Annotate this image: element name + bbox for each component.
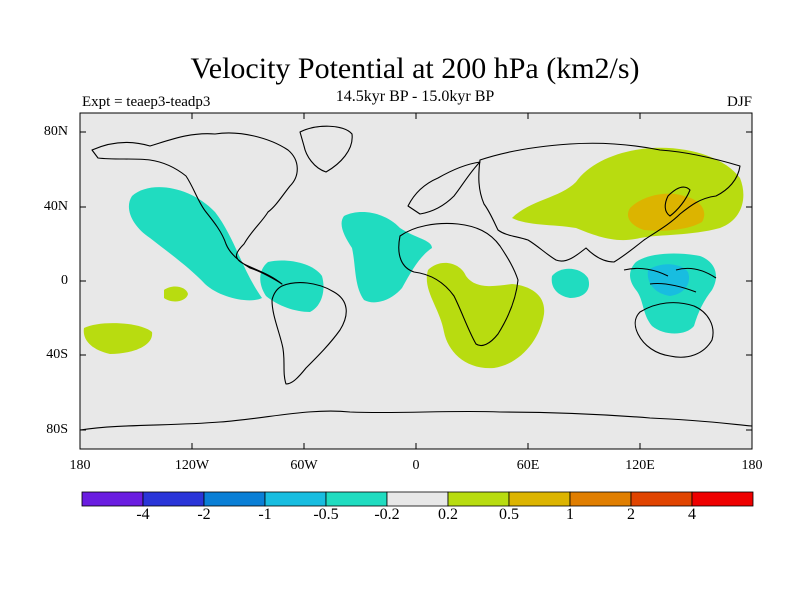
contour-negative-ne-pacific [128, 187, 262, 301]
contour-negative-east-pacific [260, 260, 324, 312]
lat-label-40n: 40N [43, 199, 68, 214]
lon-label-60e: 60E [516, 458, 540, 473]
lon-label-120e: 120E [625, 458, 655, 473]
coast-africa [398, 222, 519, 347]
colorbar-swatch [386, 491, 449, 507]
lon-label-180e: 180 [741, 458, 763, 473]
colorbar-swatch [203, 491, 266, 507]
colorbar-swatch [691, 491, 754, 507]
contour-negative-atlantic [341, 212, 432, 303]
colorbar-label: 0.5 [499, 506, 519, 523]
season-label: DJF [726, 94, 752, 110]
colorbar-label: -0.2 [374, 506, 400, 523]
colorbar-label: -2 [197, 506, 211, 523]
lon-label-180w: 180 [69, 458, 91, 473]
lat-label-80n: 80N [43, 124, 68, 139]
lat-label-80s: 80S [46, 422, 68, 437]
contour-positive-south-pacific [83, 323, 153, 354]
map-subtitle: 14.5kyr BP - 15.0kyr BP [335, 88, 495, 105]
colorbar [81, 491, 754, 507]
coastlines [79, 125, 753, 431]
coast-south-america [271, 282, 347, 385]
lat-label-40s: 40S [46, 347, 68, 362]
lon-label-0: 0 [412, 458, 420, 473]
lon-label-60w: 60W [290, 458, 318, 473]
coast-japan [664, 186, 691, 217]
coast-antarctica [79, 410, 753, 431]
colorbar-swatch [508, 491, 571, 507]
experiment-label: Expt = teaep3-teadp3 [82, 94, 211, 110]
colorbar-swatch [325, 491, 388, 507]
contour-negative-indian-ocean [551, 268, 590, 298]
contour-negative-small [164, 286, 188, 302]
colorbar-label: 1 [566, 506, 574, 523]
colorbar-swatch [264, 491, 327, 507]
colorbar-label: 0.2 [438, 506, 458, 523]
colorbar-swatch [630, 491, 693, 507]
frame-ticks [80, 113, 752, 449]
coast-north-america [91, 132, 298, 285]
coast-asia [478, 142, 741, 263]
colorbar-swatch [447, 491, 510, 507]
lat-label-0: 0 [61, 273, 68, 288]
colorbar-swatch [569, 491, 632, 507]
colorbar-swatch [142, 491, 205, 507]
lon-label-120w: 120W [174, 458, 210, 473]
colorbar-label: -4 [136, 506, 150, 523]
coast-maritime [623, 267, 717, 293]
map-title: Velocity Potential at 200 hPa (km2/s) [190, 52, 640, 85]
colorbar-label: -1 [258, 506, 272, 523]
contour-positive-africa [426, 262, 545, 369]
colorbar-swatch [81, 491, 144, 507]
coast-australia [634, 302, 714, 358]
coast-greenland [299, 125, 353, 173]
colorbar-label: -0.5 [313, 506, 339, 523]
colorbar-label: 2 [627, 506, 635, 523]
colorbar-label: 4 [688, 506, 696, 523]
